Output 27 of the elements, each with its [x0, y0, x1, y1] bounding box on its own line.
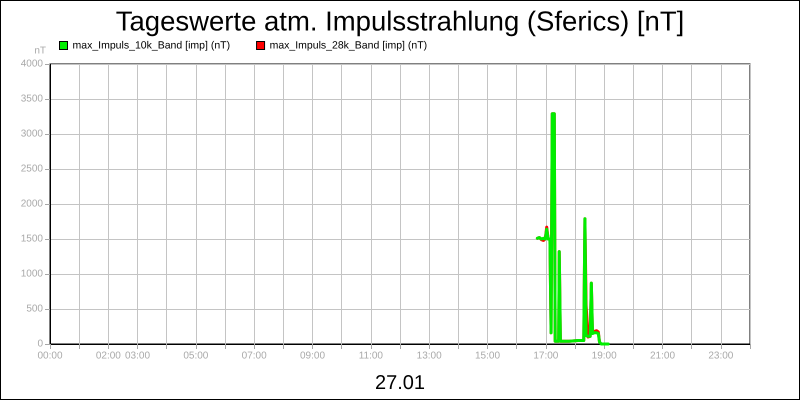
x-tick-label: 21:00 — [650, 350, 676, 362]
x-tick-label: 02:00 — [96, 350, 122, 362]
x-tick-label: 00:00 — [37, 350, 63, 362]
x-tick-label: 17:00 — [533, 350, 559, 362]
y-tick-label: 3000 — [20, 128, 44, 140]
x-tick-label: 03:00 — [124, 350, 150, 362]
legend-label: max_Impuls_28k_Band [imp] (nT) — [270, 40, 428, 52]
y-tick-label: 1000 — [20, 268, 44, 280]
y-axis-title: nT — [34, 46, 46, 56]
y-tick-label: 500 — [26, 304, 44, 314]
x-tick-label: 11:00 — [358, 350, 384, 362]
x-tick-label: 07:00 — [242, 350, 268, 362]
x-tick-label: 13:00 — [416, 350, 442, 362]
x-tick-label: 05:00 — [183, 350, 209, 362]
chart-title: Tageswerte atm. Impulsstrahlung (Sferics) [nT] — [116, 6, 684, 36]
x-axis-title: 27.01 — [374, 372, 426, 394]
y-tick-label: 4000 — [20, 58, 44, 70]
x-tick-label: 15:00 — [474, 350, 500, 362]
x-tick-label: 23:00 — [708, 350, 734, 362]
y-tick-label: 2500 — [20, 164, 44, 174]
y-tick-label: 0 — [37, 338, 44, 350]
legend-label: max_Impuls_10k_Band [imp] (nT) — [72, 40, 230, 52]
y-tick-label: 3500 — [20, 94, 44, 104]
y-tick-label: 1500 — [20, 234, 44, 244]
y-tick-label: 2000 — [20, 198, 44, 210]
x-tick-label: 19:00 — [592, 350, 618, 362]
x-tick-label: 09:00 — [300, 350, 326, 362]
